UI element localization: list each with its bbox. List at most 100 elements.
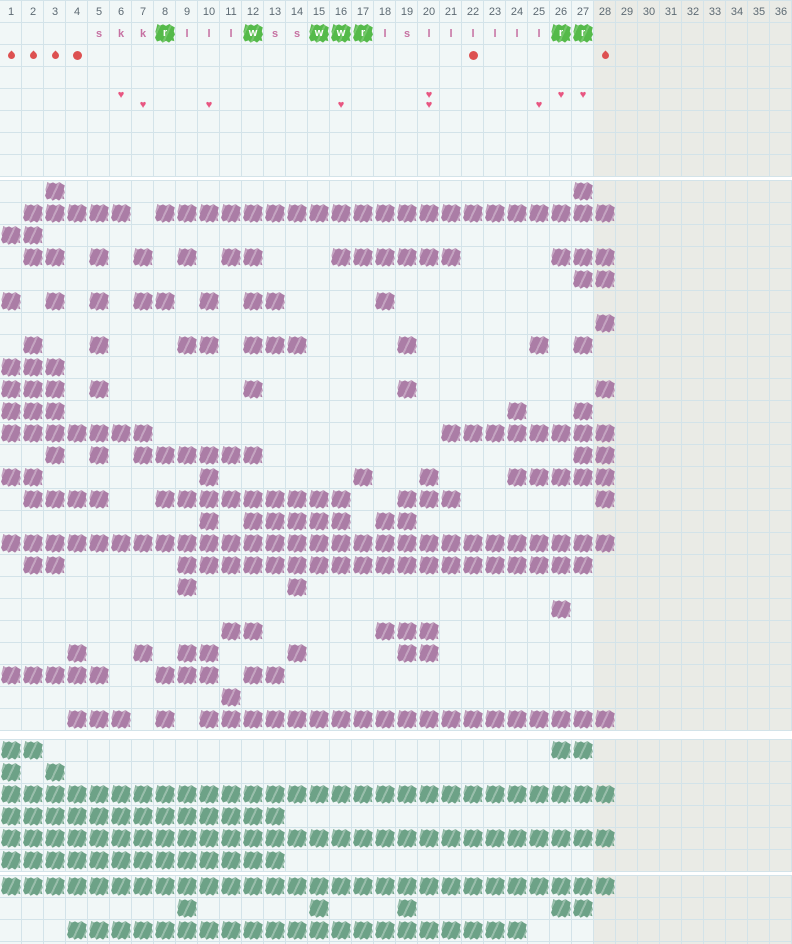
crop-blob-purple[interactable] [199, 666, 219, 685]
crop-blob-purple[interactable] [397, 556, 417, 575]
crop-blob-green[interactable] [67, 785, 87, 804]
crop-blob-purple[interactable] [265, 490, 285, 509]
weather-letter-highlighted[interactable]: r [551, 24, 571, 43]
crop-blob-purple[interactable] [463, 534, 483, 553]
crop-blob-purple[interactable] [221, 446, 241, 465]
crop-blob-purple[interactable] [243, 336, 263, 355]
crop-blob-purple[interactable] [199, 292, 219, 311]
crop-blob-purple[interactable] [507, 204, 527, 223]
crop-blob-purple[interactable] [551, 556, 571, 575]
crop-blob-green[interactable] [155, 921, 175, 940]
crop-blob-purple[interactable] [595, 380, 615, 399]
crop-blob-green[interactable] [309, 921, 329, 940]
crop-blob-purple[interactable] [89, 380, 109, 399]
crop-blob-green[interactable] [309, 877, 329, 896]
crop-blob-purple[interactable] [199, 556, 219, 575]
crop-blob-purple[interactable] [23, 402, 43, 421]
crop-blob-purple[interactable] [265, 336, 285, 355]
crop-blob-purple[interactable] [485, 204, 505, 223]
crop-blob-green[interactable] [111, 851, 131, 870]
crop-blob-green[interactable] [441, 921, 461, 940]
crop-blob-green[interactable] [419, 877, 439, 896]
crop-blob-green[interactable] [23, 829, 43, 848]
crop-blob-purple[interactable] [23, 424, 43, 443]
crop-blob-purple[interactable] [23, 358, 43, 377]
crop-blob-purple[interactable] [419, 710, 439, 729]
crop-blob-purple[interactable] [67, 490, 87, 509]
crop-blob-purple[interactable] [221, 688, 241, 707]
crop-blob-purple[interactable] [199, 204, 219, 223]
crop-blob-green[interactable] [265, 785, 285, 804]
crop-blob-purple[interactable] [419, 556, 439, 575]
crop-blob-purple[interactable] [89, 424, 109, 443]
crop-blob-green[interactable] [23, 851, 43, 870]
crop-blob-green[interactable] [1, 807, 21, 826]
crop-blob-green[interactable] [331, 785, 351, 804]
crop-blob-purple[interactable] [177, 556, 197, 575]
crop-blob-purple[interactable] [89, 446, 109, 465]
crop-blob-green[interactable] [507, 829, 527, 848]
crop-blob-green[interactable] [595, 877, 615, 896]
crop-blob-purple[interactable] [397, 710, 417, 729]
crop-blob-purple[interactable] [155, 446, 175, 465]
crop-blob-green[interactable] [155, 877, 175, 896]
crop-blob-purple[interactable] [133, 292, 153, 311]
crop-blob-green[interactable] [111, 921, 131, 940]
crop-blob-purple[interactable] [573, 336, 593, 355]
crop-blob-purple[interactable] [45, 424, 65, 443]
crop-blob-purple[interactable] [595, 534, 615, 553]
crop-blob-purple[interactable] [243, 248, 263, 267]
crop-blob-purple[interactable] [573, 204, 593, 223]
crop-blob-purple[interactable] [1, 468, 21, 487]
crop-blob-green[interactable] [485, 877, 505, 896]
crop-blob-purple[interactable] [177, 446, 197, 465]
crop-blob-purple[interactable] [177, 248, 197, 267]
crop-blob-purple[interactable] [309, 534, 329, 553]
crop-blob-purple[interactable] [1, 226, 21, 245]
crop-blob-green[interactable] [485, 829, 505, 848]
crop-blob-purple[interactable] [551, 468, 571, 487]
crop-blob-green[interactable] [67, 921, 87, 940]
crop-blob-purple[interactable] [243, 534, 263, 553]
crop-blob-purple[interactable] [287, 204, 307, 223]
crop-blob-purple[interactable] [419, 468, 439, 487]
crop-blob-purple[interactable] [595, 446, 615, 465]
crop-blob-green[interactable] [463, 829, 483, 848]
crop-blob-purple[interactable] [507, 402, 527, 421]
crop-blob-green[interactable] [265, 851, 285, 870]
crop-blob-purple[interactable] [507, 534, 527, 553]
crop-blob-green[interactable] [397, 785, 417, 804]
crop-blob-purple[interactable] [331, 512, 351, 531]
crop-blob-purple[interactable] [221, 534, 241, 553]
crop-blob-green[interactable] [45, 877, 65, 896]
crop-blob-purple[interactable] [529, 424, 549, 443]
crop-blob-purple[interactable] [111, 534, 131, 553]
crop-blob-purple[interactable] [243, 556, 263, 575]
crop-blob-green[interactable] [45, 807, 65, 826]
crop-blob-purple[interactable] [353, 556, 373, 575]
crop-blob-purple[interactable] [595, 490, 615, 509]
crop-blob-green[interactable] [331, 829, 351, 848]
crop-blob-purple[interactable] [507, 468, 527, 487]
crop-blob-purple[interactable] [397, 248, 417, 267]
crop-blob-purple[interactable] [287, 710, 307, 729]
crop-blob-purple[interactable] [353, 710, 373, 729]
crop-blob-green[interactable] [551, 829, 571, 848]
crop-blob-purple[interactable] [243, 446, 263, 465]
crop-blob-purple[interactable] [309, 710, 329, 729]
crop-blob-purple[interactable] [155, 490, 175, 509]
crop-blob-purple[interactable] [375, 710, 395, 729]
crop-blob-green[interactable] [89, 785, 109, 804]
crop-blob-green[interactable] [265, 877, 285, 896]
crop-blob-purple[interactable] [111, 710, 131, 729]
crop-blob-green[interactable] [243, 785, 263, 804]
crop-blob-purple[interactable] [595, 204, 615, 223]
crop-blob-green[interactable] [133, 877, 153, 896]
crop-blob-purple[interactable] [67, 644, 87, 663]
crop-blob-purple[interactable] [353, 468, 373, 487]
crop-blob-green[interactable] [1, 851, 21, 870]
crop-blob-purple[interactable] [331, 248, 351, 267]
crop-blob-purple[interactable] [287, 336, 307, 355]
crop-blob-green[interactable] [155, 851, 175, 870]
crop-blob-purple[interactable] [199, 468, 219, 487]
